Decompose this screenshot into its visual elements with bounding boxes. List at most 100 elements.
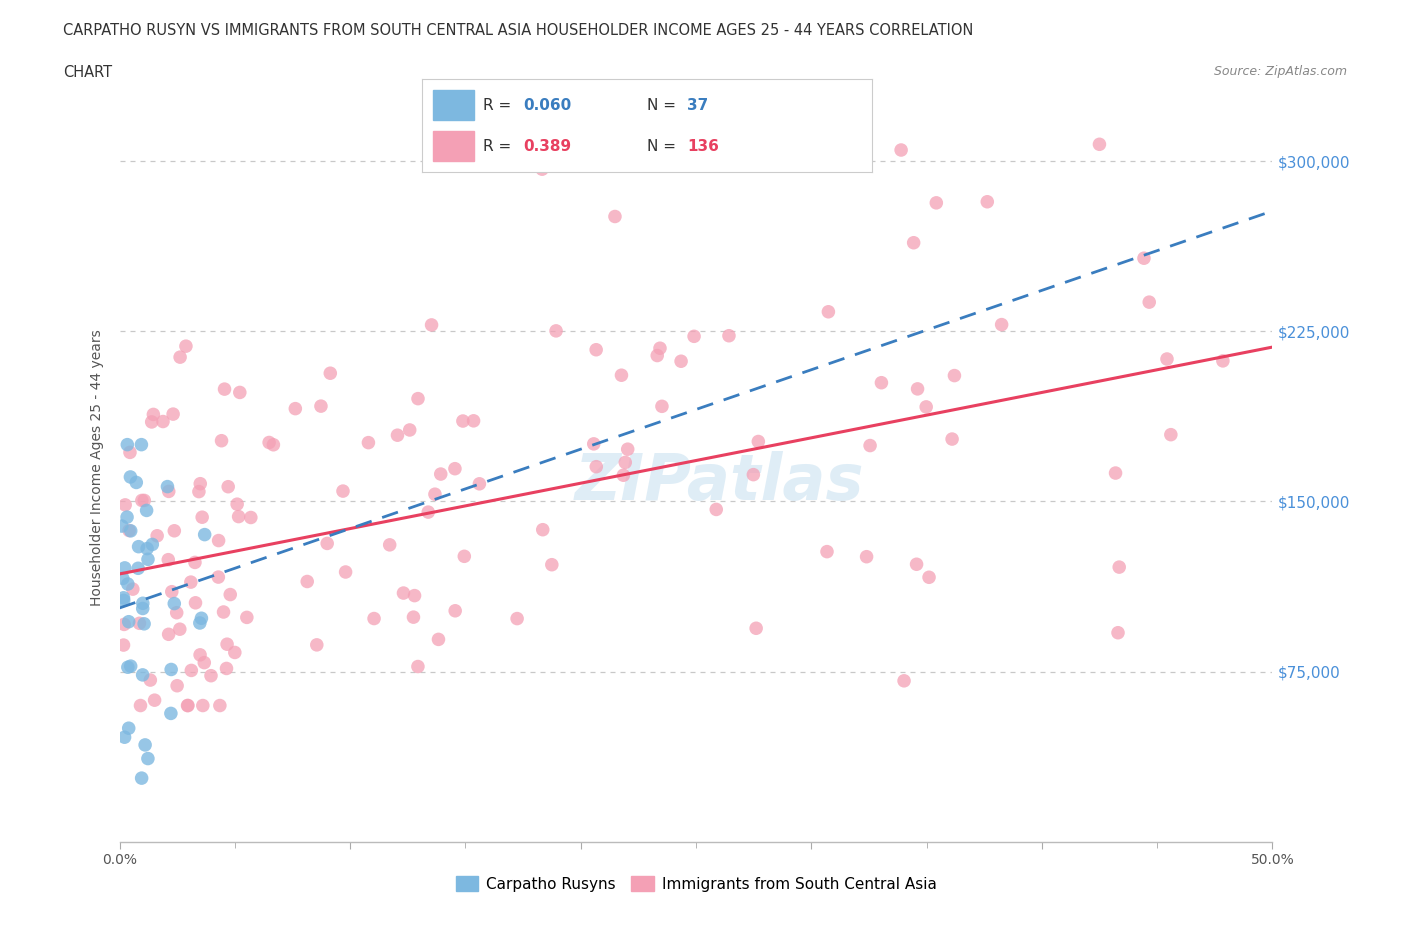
Point [211,433,233,448]
Point [747,434,769,449]
Point [212,604,235,619]
Point [893,673,915,688]
Point [118,523,141,538]
Point [1212,353,1234,368]
Point [157,627,180,642]
Point [1107,625,1129,640]
Point [131,493,153,508]
Point [114,730,136,745]
Point [142,407,165,422]
Text: 136: 136 [688,139,718,153]
Point [506,611,529,626]
Point [531,523,554,538]
Point [141,415,163,430]
Text: 0.389: 0.389 [523,139,571,153]
Point [585,342,607,357]
Point [423,486,446,501]
Point [1137,295,1160,310]
Point [907,381,929,396]
Point [429,467,451,482]
Point [188,647,211,662]
Point [169,622,191,637]
Point [160,706,183,721]
Point [207,570,229,585]
Point [132,596,155,611]
Point [114,498,136,512]
Point [191,698,214,713]
Point [1108,560,1130,575]
Point [187,485,209,499]
Point [117,659,139,674]
Point [444,604,467,618]
Point [157,484,180,498]
Point [112,591,135,605]
Point [398,422,420,437]
Point [316,536,339,551]
Point [1160,427,1182,442]
Point [114,561,136,576]
Point [378,538,401,552]
Point [215,661,238,676]
Point [160,662,183,677]
Point [228,509,250,524]
Point [177,698,200,713]
Point [163,596,186,611]
Point [194,527,217,542]
Text: ZIPatlas: ZIPatlas [574,451,863,513]
Point [193,656,215,671]
Point [180,575,202,590]
Point [1088,137,1111,152]
Point [645,348,668,363]
Point [131,771,153,786]
Point [585,459,607,474]
Y-axis label: Householder Income Ages 25 - 44 years: Householder Income Ages 25 - 44 years [90,329,104,605]
Point [226,497,249,512]
Point [132,601,155,616]
Point [112,638,135,653]
Point [297,574,319,589]
Point [166,678,188,693]
Point [540,557,562,572]
Point [111,571,134,586]
Point [669,353,692,368]
Point [111,519,134,534]
Point [717,328,740,343]
Point [815,544,838,559]
Bar [433,90,474,120]
Point [117,437,139,452]
Point [870,376,893,391]
Point [392,586,415,601]
Point [451,414,474,429]
Point [683,329,706,344]
Point [544,324,567,339]
Point [169,350,191,365]
Point [117,577,139,591]
Point [309,399,332,414]
Point [118,445,141,459]
Point [132,617,155,631]
Point [176,698,198,713]
Point [136,551,159,566]
Point [208,698,231,713]
Point [531,162,554,177]
Text: CHART: CHART [63,65,112,80]
Point [141,537,163,551]
Point [305,637,328,652]
Point [257,435,280,450]
Point [404,588,426,603]
Point [135,503,157,518]
Point [156,479,179,494]
Point [363,611,385,626]
Text: CARPATHO RUSYN VS IMMIGRANTS FROM SOUTH CENTRAL ASIA HOUSEHOLDER INCOME AGES 25 : CARPATHO RUSYN VS IMMIGRANTS FROM SOUTH … [63,23,973,38]
Text: N =: N = [647,139,681,153]
Point [188,476,211,491]
Point [905,557,928,572]
Point [319,365,342,380]
Text: R =: R = [482,139,516,153]
Point [128,616,150,631]
Point [134,737,156,752]
Point [610,367,633,382]
Point [139,672,162,687]
Point [855,550,877,565]
Point [152,414,174,429]
